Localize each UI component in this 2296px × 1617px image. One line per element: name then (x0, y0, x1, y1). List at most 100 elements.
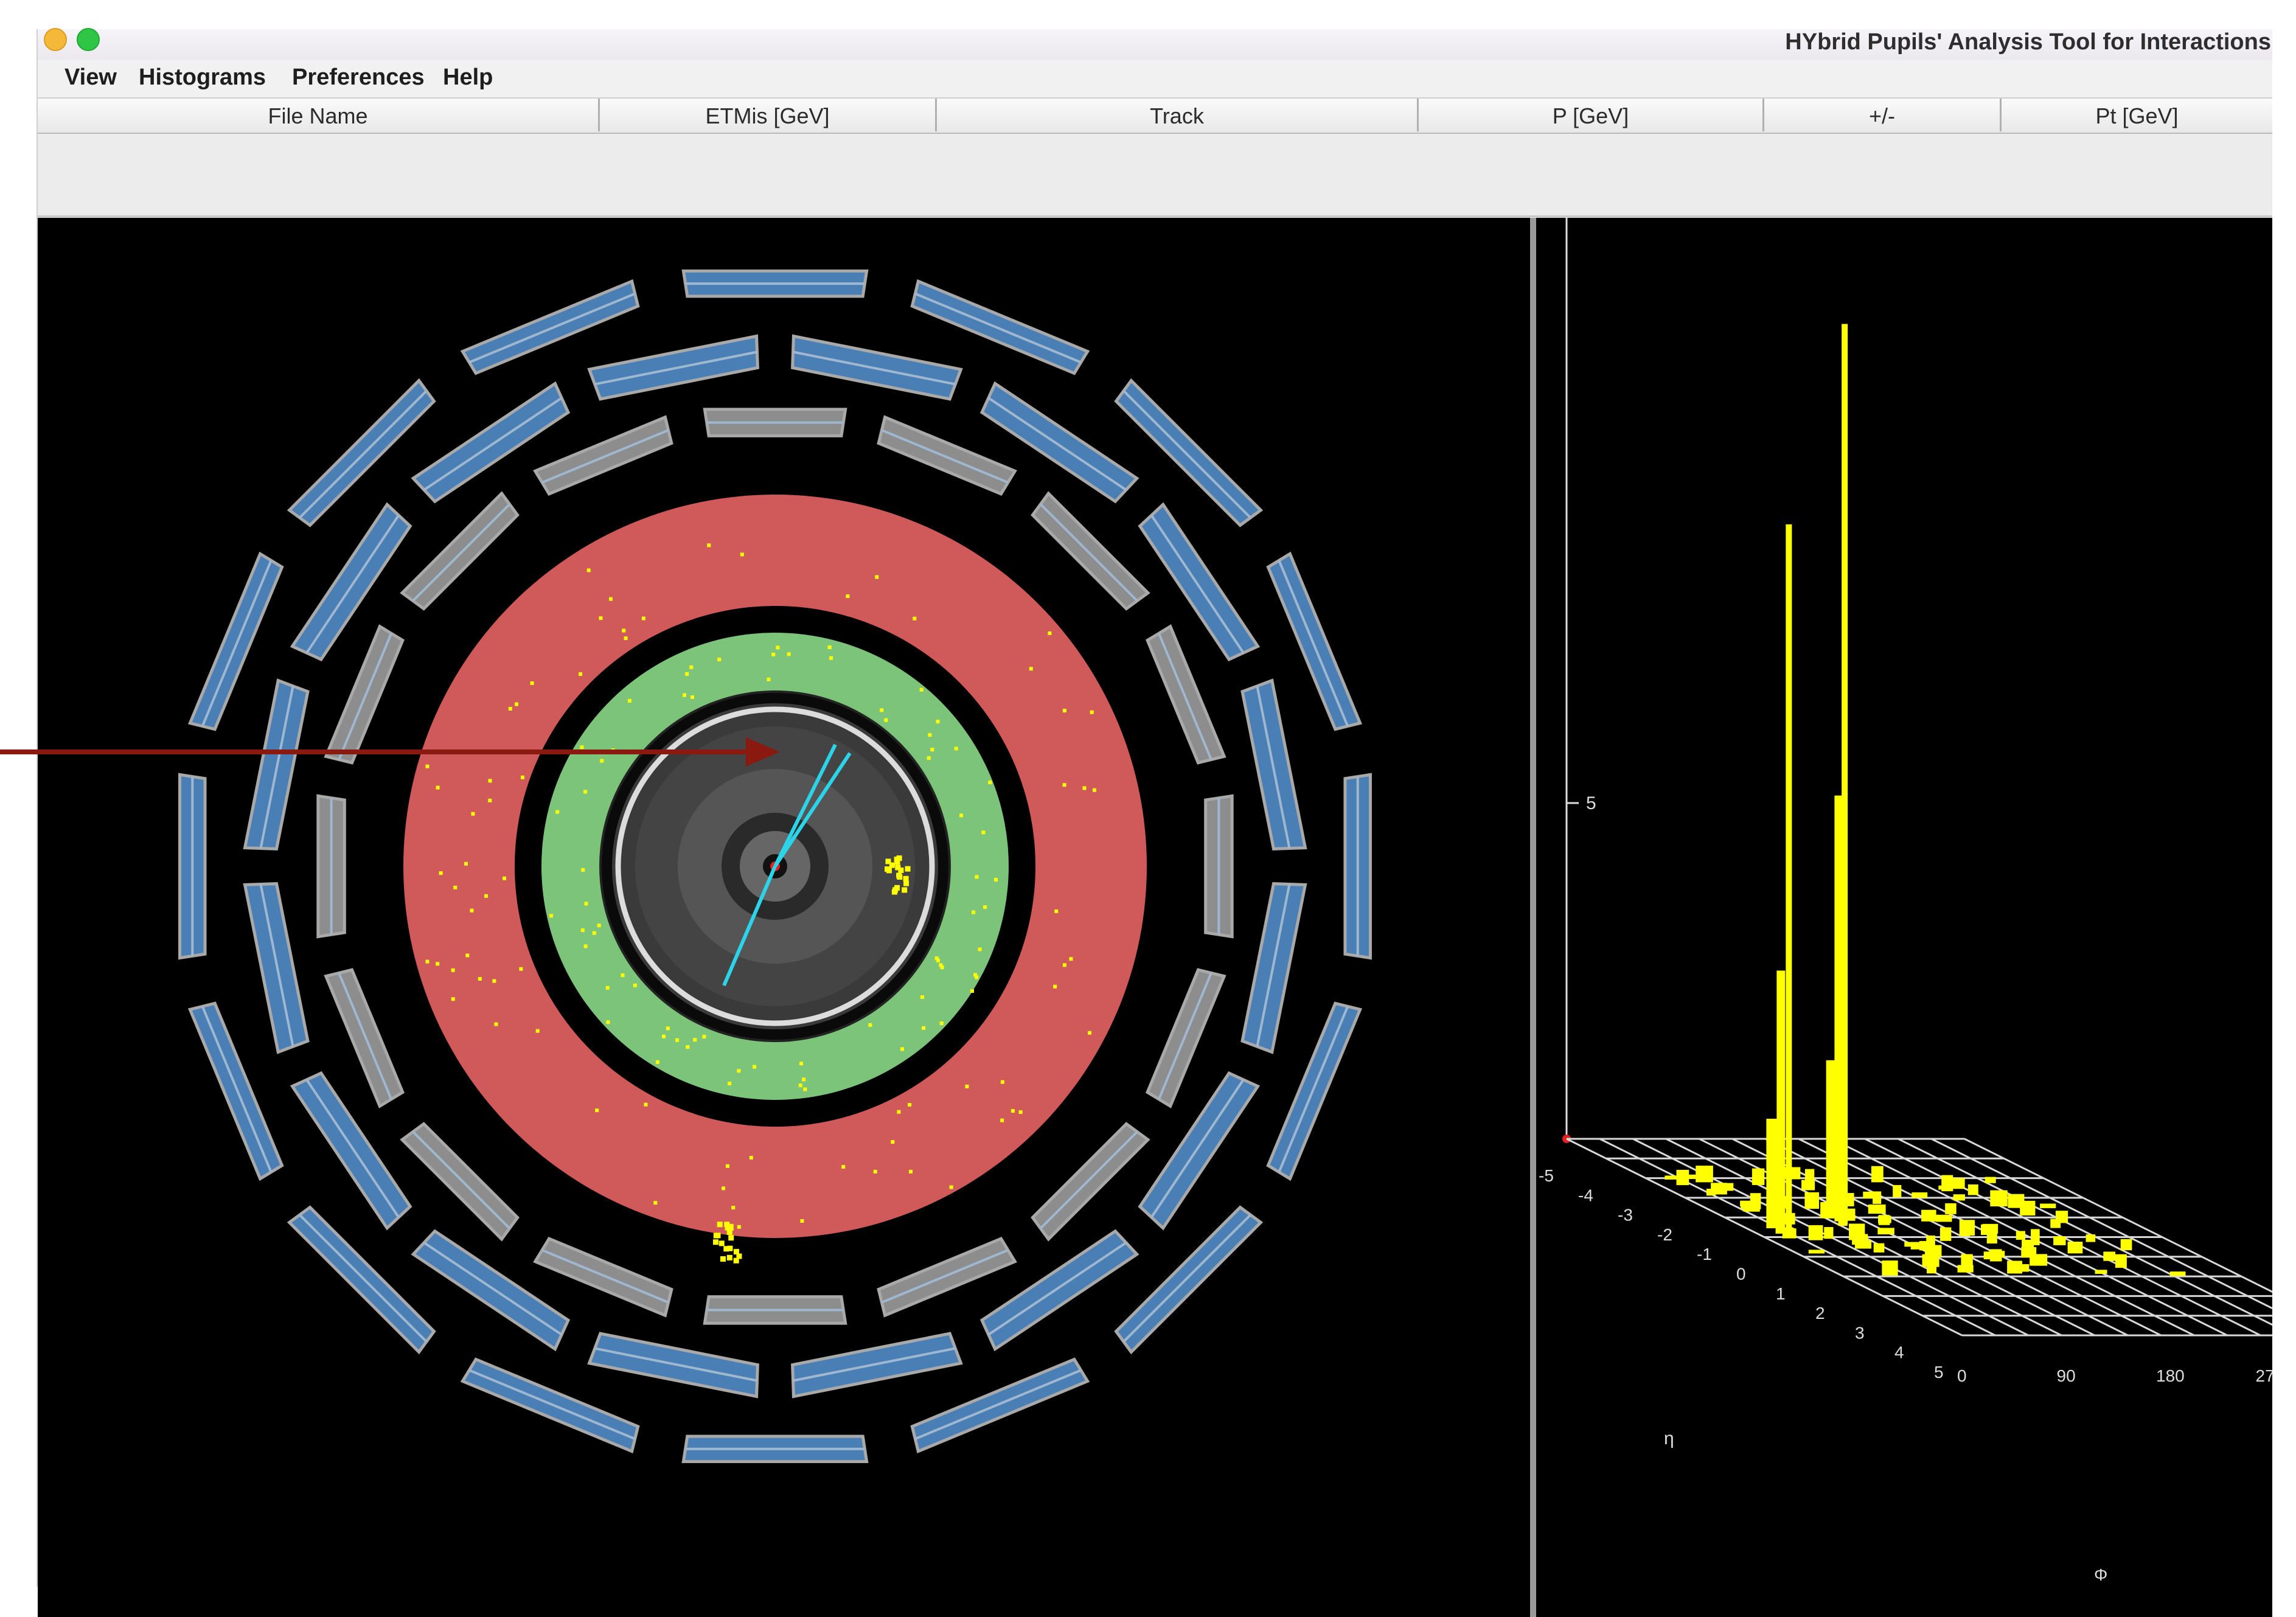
muon-chamber-strip (914, 1369, 1082, 1441)
calo-hit (975, 975, 979, 979)
calo-hit (584, 902, 588, 906)
calo-hit (488, 798, 492, 802)
energy-tower (2120, 1239, 2132, 1251)
energy-tower (1990, 1190, 2008, 1207)
calo-hit (928, 733, 932, 737)
track-1[interactable] (773, 743, 837, 868)
column-header-track[interactable]: Track (937, 99, 1419, 131)
calo-hit-cluster (889, 862, 895, 868)
energy-tower (1808, 1225, 1823, 1240)
detector-canvas (178, 270, 1372, 1463)
calo-hit-cluster (720, 1256, 726, 1262)
calo-hit-cluster (726, 1229, 732, 1235)
energy-tower (1849, 1223, 1865, 1240)
menu-view[interactable]: View (64, 64, 117, 90)
calo-hit (470, 908, 474, 913)
calo-hit (799, 1062, 803, 1066)
calo-hit (717, 658, 722, 662)
column-header-etmis[interactable]: ETMis [GeV] (600, 99, 937, 131)
energy-tower (2169, 1271, 2186, 1276)
column-header-file-name[interactable]: File Name (38, 99, 600, 131)
energy-tower (1921, 1209, 1936, 1222)
calo-hit (988, 781, 992, 785)
energy-tower (1985, 1177, 1996, 1183)
calo-hit (453, 885, 457, 889)
grid-line-phi (1566, 1138, 1963, 1337)
calo-hit (644, 1102, 648, 1107)
menu-histograms[interactable]: Histograms (139, 64, 266, 90)
calo-hit (655, 1060, 659, 1064)
muon-chamber-strip (412, 1130, 511, 1229)
calo-hit (722, 1186, 726, 1191)
calo-hit-cluster (733, 1249, 739, 1255)
muon-chamber-strip (594, 350, 757, 386)
calo-hit-cluster (728, 1235, 734, 1241)
muon-chamber-strip (299, 390, 428, 519)
muon-chamber-strip (1278, 560, 1349, 727)
calo-hit (939, 963, 943, 967)
muon-chamber-strip (305, 514, 400, 654)
calo-hit (978, 947, 982, 951)
calo-hit (846, 594, 850, 599)
muon-chamber-33 (1114, 1205, 1264, 1355)
energy-tower (1842, 324, 1848, 1225)
muon-chamber-6 (324, 968, 405, 1108)
energy-towers (1665, 324, 2186, 1276)
calo-hit-cluster (713, 1233, 719, 1239)
calo-hit (749, 1156, 753, 1160)
muon-chamber-strip (793, 1347, 956, 1382)
grid-line-phi (1599, 1138, 1996, 1337)
calo-hit-cluster (902, 887, 908, 893)
column-header-pt[interactable]: Pt [GeV] (2002, 99, 2272, 131)
minimize-button[interactable] (44, 28, 67, 51)
calo-hit (579, 672, 583, 676)
energy-tower (1983, 1251, 1998, 1260)
calo-hit (767, 677, 771, 681)
energy-tower (1766, 1118, 1780, 1228)
calo-hit (494, 1022, 498, 1026)
calo-hit-cluster (903, 880, 910, 886)
energy-tower (2103, 1251, 2116, 1261)
muon-chamber-strip (881, 1249, 1009, 1304)
calo-hit-cluster (733, 1257, 739, 1264)
menu-preferences[interactable]: Preferences (292, 64, 425, 90)
menu-bar: View Histograms Preferences Help (38, 60, 2272, 99)
detector-xy-view[interactable] (38, 218, 1530, 1617)
menu-help[interactable]: Help (443, 64, 493, 90)
calo-hit-cluster (726, 1254, 732, 1261)
event-table-body[interactable] (38, 134, 2272, 217)
calo-hit (731, 1206, 736, 1210)
calo-hit (488, 779, 492, 783)
column-header-charge[interactable]: +/- (1764, 99, 2002, 131)
title-bar: HYbrid Pupils' Analysis Tool for Interac… (38, 28, 2272, 61)
energy-tower (2115, 1254, 2127, 1268)
calo-hit-cluster (896, 855, 902, 861)
calo-hit (583, 944, 588, 948)
calo-hit (653, 1201, 658, 1205)
muon-chamber-strip (338, 972, 392, 1100)
muon-chamber-strip (1150, 514, 1245, 654)
track-2[interactable] (773, 752, 852, 868)
calo-hit (1054, 909, 1059, 913)
calo-hit (930, 748, 934, 752)
muon-chamber-strip (1122, 1214, 1251, 1343)
column-header-p[interactable]: P [GeV] (1419, 99, 1764, 131)
muon-chamber-strip (468, 1369, 636, 1441)
calo-hit-cluster (894, 859, 900, 865)
calo-hit (841, 1164, 846, 1169)
calo-hit (827, 645, 832, 650)
calo-hit (1069, 957, 1073, 961)
calo-hit (624, 636, 628, 641)
energy-tower (1961, 1254, 1973, 1267)
calo-hit (1053, 984, 1057, 989)
maximize-button[interactable] (77, 28, 100, 51)
energy-tower (1904, 1242, 1921, 1247)
app-window: HYbrid Pupils' Analysis Tool for Interac… (37, 28, 2272, 1617)
calo-hit (949, 1185, 953, 1189)
track-3[interactable] (722, 865, 777, 987)
muon-chamber-strip (259, 686, 294, 849)
muon-chamber-strip (299, 1214, 428, 1343)
split-pane-divider[interactable] (1530, 218, 1536, 1617)
calo-hit (686, 1045, 690, 1049)
